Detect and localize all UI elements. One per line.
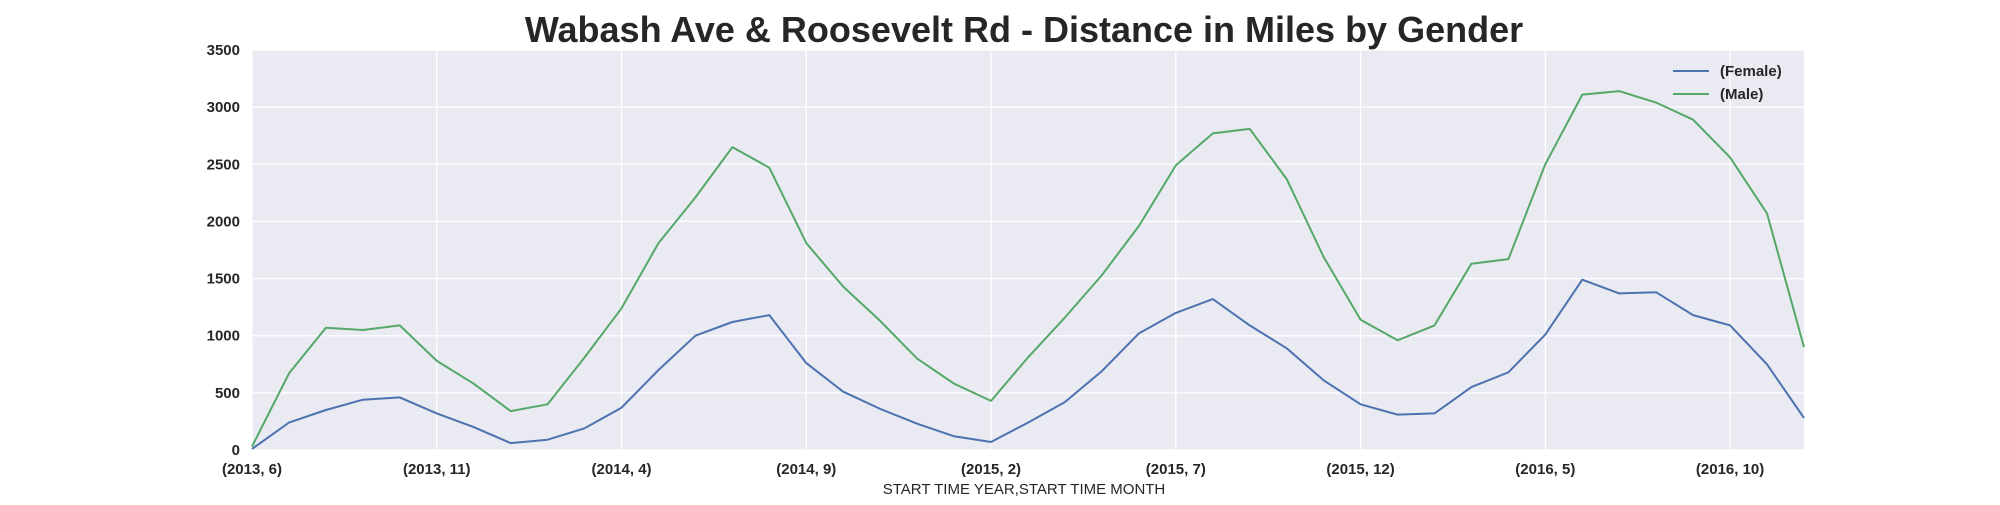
y-tick-label: 1000 xyxy=(207,328,240,345)
y-tick-label: 2500 xyxy=(207,156,240,173)
x-tick-label: (2013, 6) xyxy=(222,461,282,478)
series-line xyxy=(251,278,1805,450)
legend-label: (Female) xyxy=(1720,63,1782,80)
y-tick-label: 0 xyxy=(232,442,240,459)
y-tick-label: 1500 xyxy=(207,271,240,288)
x-axis-ticks: (2013, 6) (2013, 11) (2014, 4) (2014, 9) (20… xyxy=(222,461,1764,478)
series-0 xyxy=(251,278,1805,450)
legend: (Female) (Male) xyxy=(1673,63,1782,103)
x-tick-label: (2014, 4) xyxy=(592,461,652,478)
grid-lines xyxy=(251,49,1804,451)
legend-item: (Female) xyxy=(1673,63,1782,80)
y-tick-label: 3000 xyxy=(207,99,240,116)
y-axis-ticks: 0 500 1000 1500 2000 2500 3000 3500 xyxy=(207,42,240,459)
x-tick-label: (2015, 2) xyxy=(961,461,1021,478)
legend-label: (Male) xyxy=(1720,86,1763,103)
x-tick-label: (2016, 10) xyxy=(1696,461,1764,478)
plot-area xyxy=(252,50,1804,450)
y-tick-label: 500 xyxy=(215,385,240,402)
series-lines xyxy=(251,90,1805,450)
x-axis-label: START TIME YEAR,START TIME MONTH xyxy=(883,481,1166,498)
x-tick-label: (2015, 7) xyxy=(1146,461,1206,478)
x-tick-label: (2015, 12) xyxy=(1326,461,1394,478)
chart-title: Wabash Ave & Roosevelt Rd - Distance in … xyxy=(525,9,1523,50)
x-tick-label: (2013, 11) xyxy=(403,461,471,478)
x-tick-label: (2016, 5) xyxy=(1515,461,1575,478)
y-tick-label: 3500 xyxy=(207,42,240,59)
y-tick-label: 2000 xyxy=(207,213,240,230)
x-tick-label: (2014, 9) xyxy=(776,461,836,478)
series-1 xyxy=(251,90,1805,448)
series-line xyxy=(251,90,1805,448)
legend-item: (Male) xyxy=(1673,86,1763,103)
